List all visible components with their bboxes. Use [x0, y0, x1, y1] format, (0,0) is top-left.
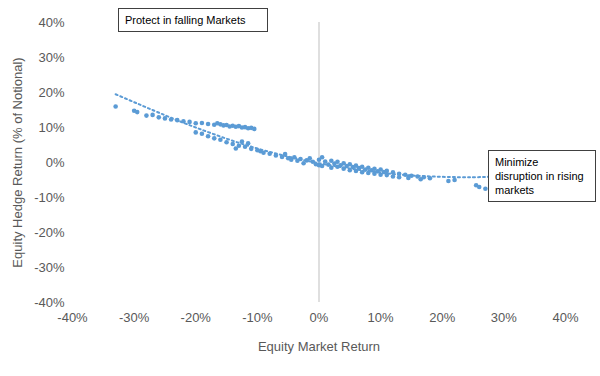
svg-text:40%: 40% — [552, 310, 578, 325]
svg-text:-30%: -30% — [119, 310, 150, 325]
svg-text:-10%: -10% — [34, 190, 65, 205]
svg-text:20%: 20% — [38, 85, 64, 100]
svg-text:20%: 20% — [429, 310, 455, 325]
svg-text:10%: 10% — [38, 120, 64, 135]
svg-text:0%: 0% — [310, 310, 329, 325]
svg-text:10%: 10% — [368, 310, 394, 325]
svg-text:-10%: -10% — [242, 310, 273, 325]
svg-text:-40%: -40% — [34, 295, 65, 310]
svg-text:-20%: -20% — [34, 225, 65, 240]
svg-text:Equity Market Return: Equity Market Return — [258, 339, 380, 354]
svg-text:Equity Hedge Return (% of Noti: Equity Hedge Return (% of Notional) — [10, 57, 25, 267]
svg-text:-40%: -40% — [57, 310, 88, 325]
svg-text:0%: 0% — [46, 155, 65, 170]
svg-text:-30%: -30% — [34, 260, 65, 275]
svg-text:30%: 30% — [38, 50, 64, 65]
html-text:Protect in falling Markets: Protect in falling Markets — [125, 14, 246, 26]
html-text:Minimize disruption in rising: Minimize disruption in rising markets — [495, 156, 584, 196]
svg-text:-20%: -20% — [181, 310, 212, 325]
svg-text:40%: 40% — [38, 15, 64, 30]
svg-text:30%: 30% — [491, 310, 517, 325]
